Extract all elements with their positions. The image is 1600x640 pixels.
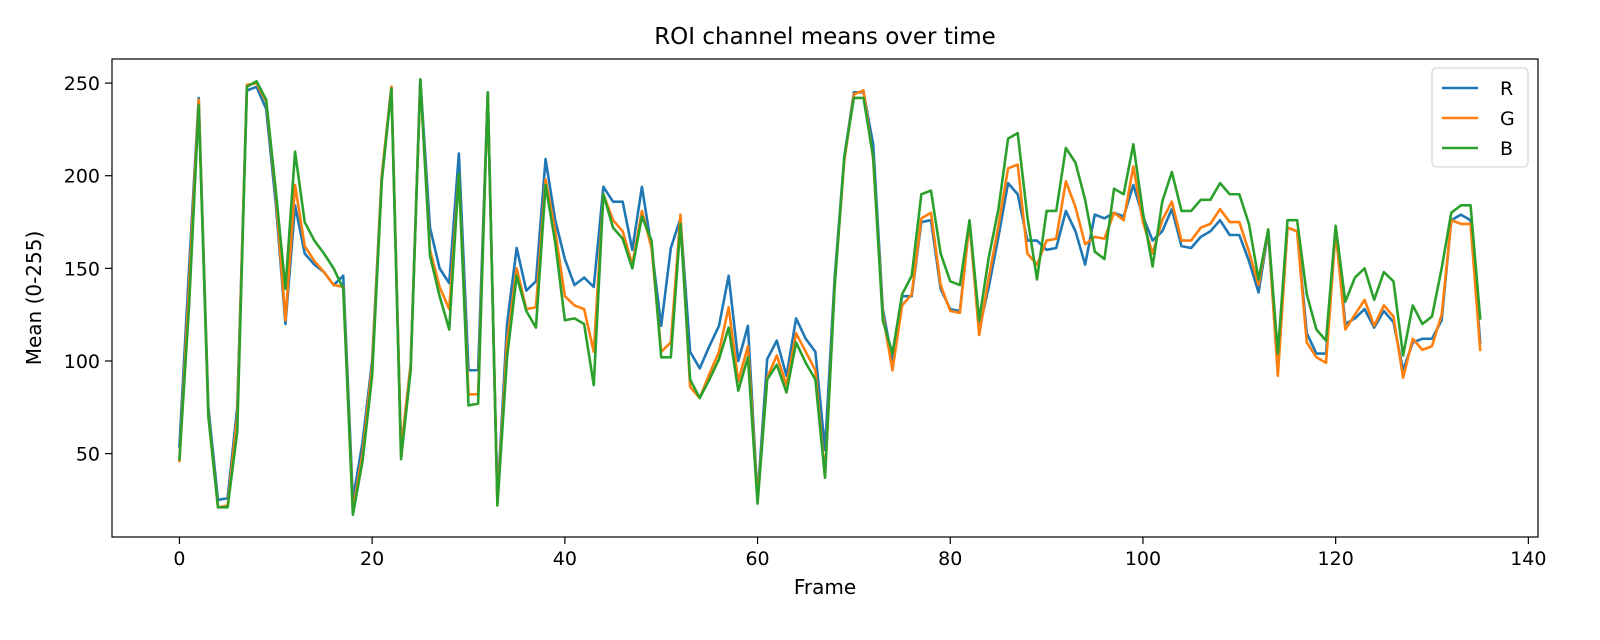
legend: RGB xyxy=(1431,67,1529,168)
y-tick-label: 100 xyxy=(64,351,100,373)
x-axis-label: Frame xyxy=(794,575,856,599)
x-tick-label: 120 xyxy=(1318,548,1354,570)
x-tick-label: 100 xyxy=(1125,548,1161,570)
plot-area xyxy=(111,58,1539,538)
x-tick-label: 20 xyxy=(360,548,384,570)
series-group xyxy=(178,78,1482,517)
x-tick-label: 40 xyxy=(553,548,577,570)
legend-label-g: G xyxy=(1500,108,1515,130)
x-tick-label: 140 xyxy=(1510,548,1546,570)
x-tick-label: 80 xyxy=(938,548,962,570)
y-tick-label: 50 xyxy=(76,444,100,466)
legend-label-r: R xyxy=(1500,78,1513,100)
y-tick-label: 200 xyxy=(64,166,100,188)
plot-frame xyxy=(111,58,1539,538)
y-tick-label: 250 xyxy=(64,73,100,95)
x-tick-label: 0 xyxy=(173,548,185,570)
chart-title: ROI channel means over time xyxy=(654,24,996,50)
legend-box xyxy=(1431,67,1529,168)
x-tick-label: 60 xyxy=(745,548,769,570)
x-axis: 0 20 40 60 80 100 120 140 xyxy=(173,537,1546,570)
y-axis: 50 100 150 200 250 xyxy=(64,73,112,466)
y-axis-label: Mean (0-255) xyxy=(22,231,46,366)
legend-label-b: B xyxy=(1500,138,1513,160)
series-line-b xyxy=(178,78,1482,517)
y-tick-label: 150 xyxy=(64,258,100,280)
